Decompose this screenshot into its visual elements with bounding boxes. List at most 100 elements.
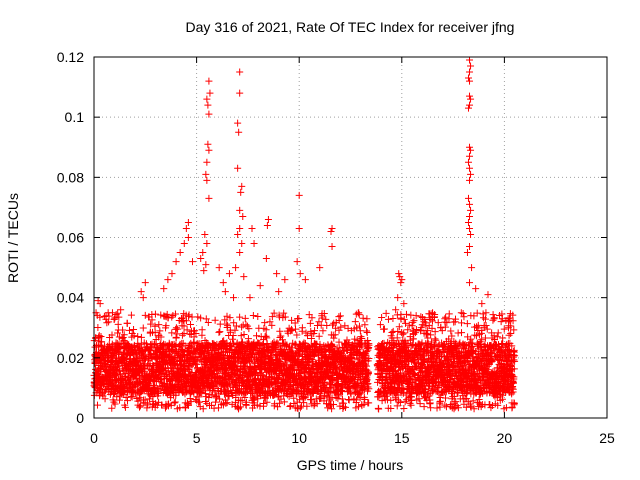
data-point: [298, 324, 306, 332]
data-point: [94, 324, 102, 332]
data-point: [375, 405, 383, 413]
data-point: [93, 401, 101, 409]
data-point: [157, 311, 165, 319]
data-point: [172, 333, 180, 341]
data-point: [137, 340, 145, 348]
data-point: [365, 399, 373, 407]
data-point: [115, 348, 123, 356]
data-point: [396, 398, 404, 406]
data-point: [336, 312, 344, 320]
data-point: [483, 325, 491, 333]
data-point: [199, 385, 207, 393]
data-point: [155, 321, 163, 329]
data-point: [249, 312, 257, 320]
data-point: [152, 400, 160, 408]
data-point: [136, 403, 144, 411]
data-point: [212, 398, 220, 406]
data-point: [355, 311, 363, 319]
data-point: [172, 324, 180, 332]
data-point: [174, 325, 182, 333]
data-point: [378, 313, 386, 321]
data-point: [202, 390, 210, 398]
data-point: [208, 391, 216, 399]
data-point: [322, 315, 330, 323]
data-point: [253, 332, 261, 340]
data-point: [236, 313, 244, 321]
data-point: [173, 330, 181, 338]
data-point: [201, 387, 209, 395]
data-point: [384, 315, 392, 323]
data-point: [199, 405, 207, 413]
data-point: [171, 310, 179, 318]
data-point: [157, 375, 165, 383]
data-point: [351, 318, 359, 326]
data-point: [254, 312, 262, 320]
data-point: [187, 320, 195, 328]
data-point: [121, 403, 129, 411]
data-point: [96, 313, 104, 321]
data-point: [447, 327, 455, 335]
data-point: [400, 405, 408, 413]
data-point: [151, 322, 159, 330]
data-point: [139, 324, 147, 332]
data-point: [442, 313, 450, 321]
data-point: [427, 404, 435, 412]
data-point: [130, 382, 138, 390]
data-point: [171, 398, 179, 406]
data-point: [191, 327, 199, 335]
data-point: [105, 312, 113, 320]
data-point: [183, 385, 191, 393]
data-point: [108, 404, 116, 412]
data-point: [193, 360, 201, 368]
data-point: [211, 316, 219, 324]
data-point: [356, 327, 364, 335]
data-point: [286, 402, 294, 410]
data-point: [382, 309, 390, 317]
data-point: [229, 335, 237, 343]
data-point: [216, 320, 224, 328]
data-point: [178, 346, 186, 354]
data-point: [116, 396, 124, 404]
data-point: [108, 331, 116, 339]
data-point: [197, 314, 205, 322]
data-point: [489, 311, 497, 319]
data-points: [90, 56, 519, 413]
data-point: [335, 326, 343, 334]
data-point: [195, 398, 203, 406]
data-point: [151, 329, 159, 337]
data-point: [241, 314, 249, 322]
data-point: [176, 340, 184, 348]
data-point: [110, 398, 118, 406]
data-point: [376, 321, 384, 329]
data-point: [130, 325, 138, 333]
data-point: [292, 325, 300, 333]
data-point: [268, 321, 276, 329]
data-point: [198, 326, 206, 334]
data-point: [115, 313, 123, 321]
data-point: [235, 404, 243, 412]
data-point: [213, 394, 221, 402]
data-point: [115, 333, 123, 341]
data-point: [276, 327, 284, 335]
data-point: [153, 388, 161, 396]
data-point: [164, 368, 172, 376]
data-point: [163, 310, 171, 318]
data-point: [404, 326, 412, 334]
data-point: [332, 324, 340, 332]
data-point: [111, 400, 119, 408]
data-point: [389, 315, 397, 323]
data-point: [178, 331, 186, 339]
data-point: [154, 389, 162, 397]
data-point: [110, 315, 118, 323]
data-point: [499, 334, 507, 342]
data-point: [380, 325, 388, 333]
data-point: [116, 371, 124, 379]
data-point: [96, 341, 104, 349]
data-point: [216, 328, 224, 336]
data-point: [103, 348, 111, 356]
data-point: [157, 333, 165, 341]
data-point: [98, 338, 106, 346]
data-point: [277, 332, 285, 340]
data-point: [128, 393, 136, 401]
data-point: [147, 320, 155, 328]
